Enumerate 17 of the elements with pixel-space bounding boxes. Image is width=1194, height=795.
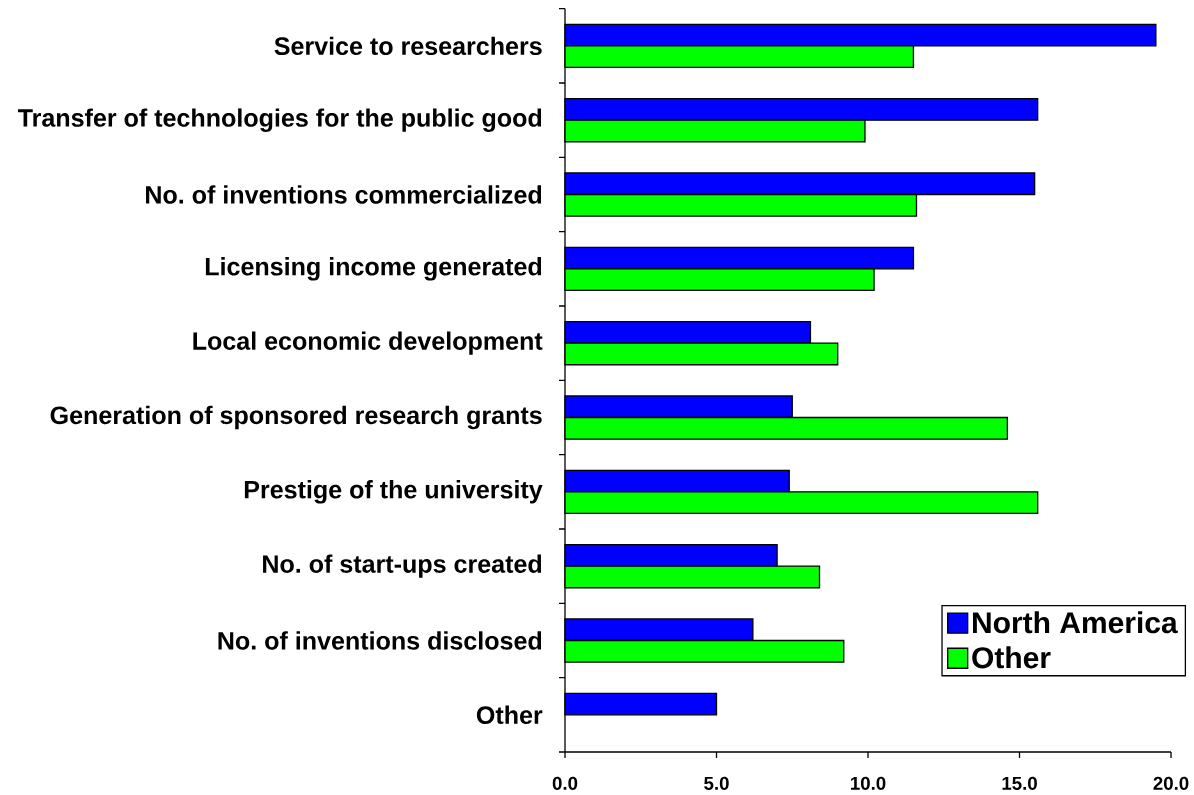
y-tick-label: Other — [476, 705, 543, 725]
y-tick-label: No. of start-ups created — [263, 554, 542, 578]
x-tick-label: 20.0 — [1153, 776, 1189, 790]
y-tick-label: No. of inventions commercialized — [146, 185, 542, 204]
x-tick-label: 5.0 — [704, 776, 729, 790]
y-tick-label: Generation of sponsored research grants — [50, 405, 542, 430]
y-tick-label: Prestige of the university — [244, 480, 543, 504]
x-tick-label: 10.0 — [851, 776, 886, 790]
x-tick-label: 15.0 — [1002, 776, 1037, 790]
legend-label: Other — [972, 646, 1051, 669]
y-tick-label: Licensing income generated — [205, 257, 542, 281]
y-tick-label: Service to researchers — [274, 36, 542, 56]
y-tick-label: No. of inventions disclosed — [218, 631, 542, 650]
y-tick-label: Local economic development — [193, 331, 543, 355]
y-tick-label: Transfer of technologies for the public good — [17, 108, 542, 132]
legend-label: North America — [973, 611, 1178, 634]
x-tick-label: 0.0 — [552, 776, 578, 790]
